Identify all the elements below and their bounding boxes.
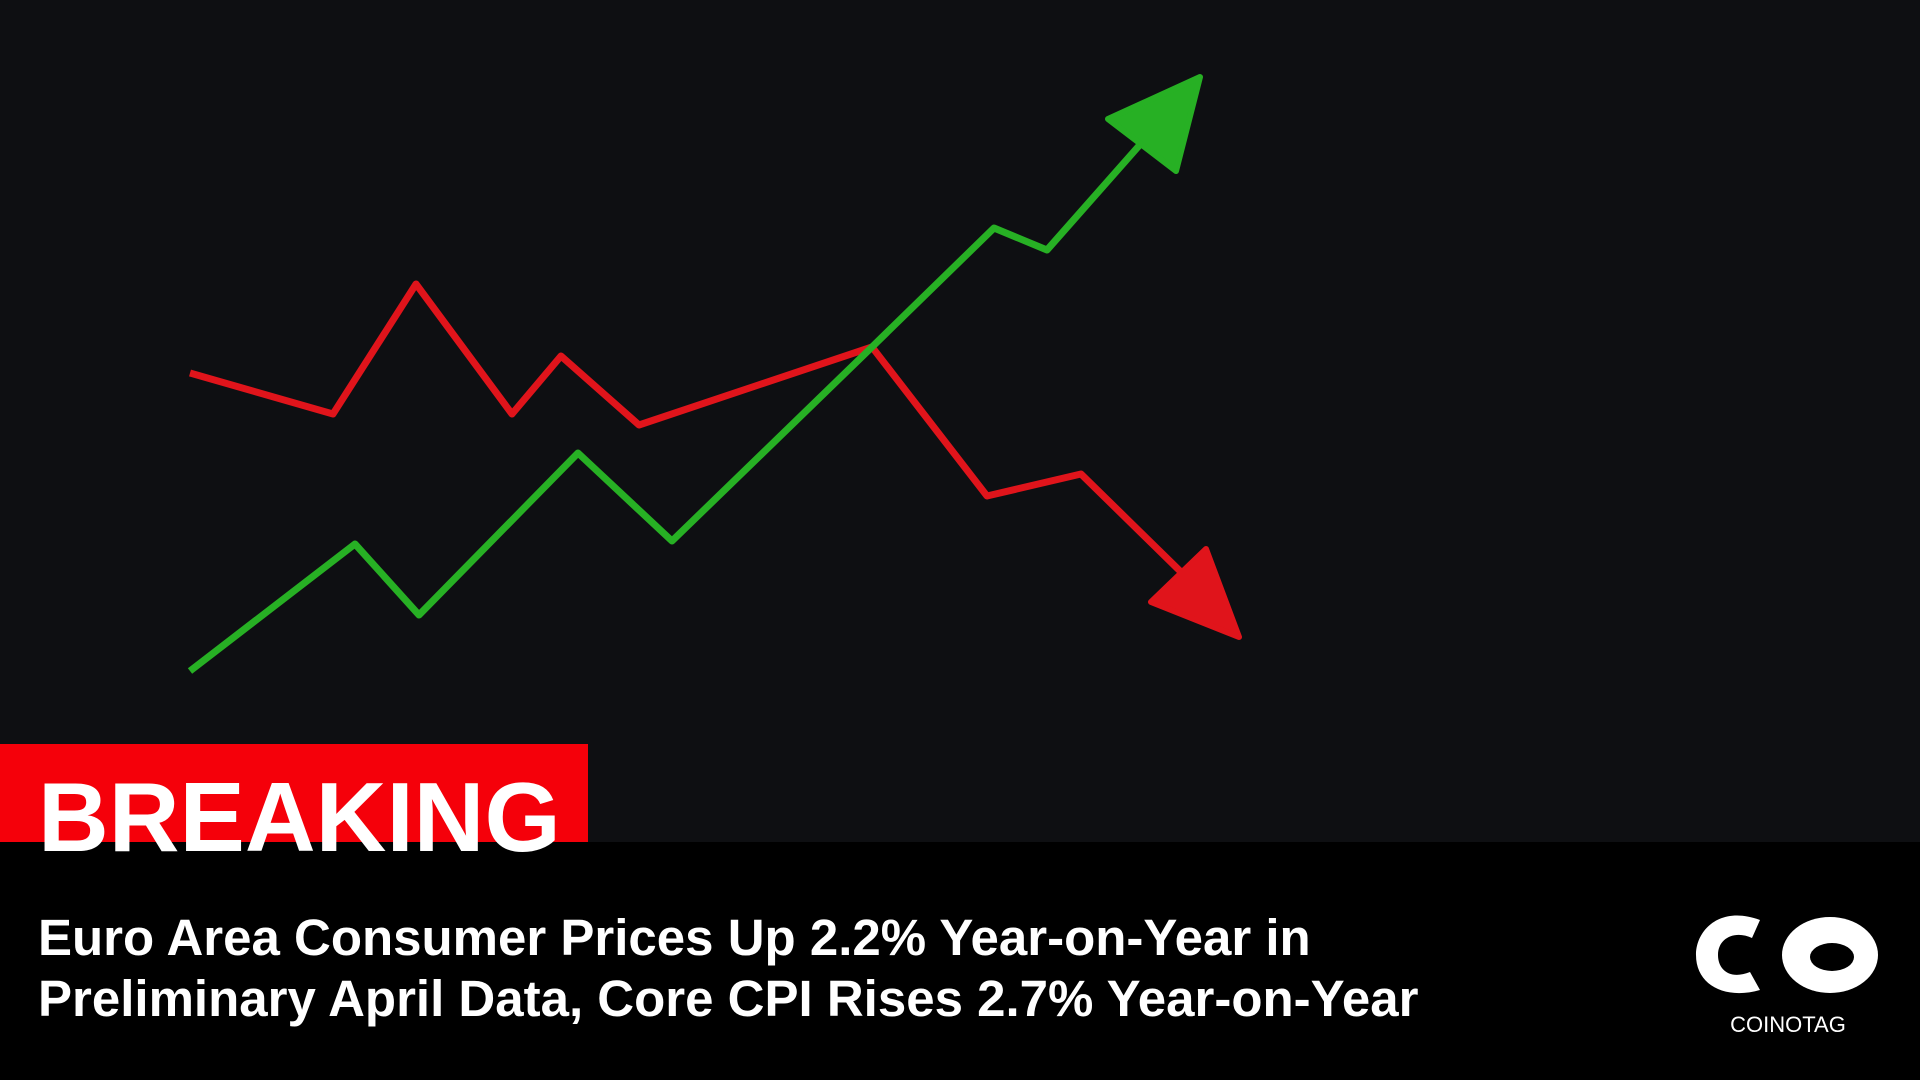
red-arrowhead: [1148, 546, 1242, 640]
green-arrowhead: [1105, 74, 1203, 174]
breaking-label: BREAKING: [38, 762, 561, 872]
logo-o-hole: [1810, 943, 1854, 971]
headline-line: Euro Area Consumer Prices Up 2.2% Year-o…: [38, 909, 1311, 966]
logo-text: COINOTAG: [1730, 1012, 1846, 1037]
red-trend-line: [189, 280, 1183, 574]
breaking-badge: [0, 744, 588, 842]
green-trend-line: [187, 119, 1163, 674]
headline-line: Preliminary April Data, Core CPI Rises 2…: [38, 970, 1419, 1027]
logo-c: [1696, 915, 1760, 994]
headline-band: [0, 842, 1920, 1080]
logo: COINOTAG: [1696, 915, 1878, 1037]
